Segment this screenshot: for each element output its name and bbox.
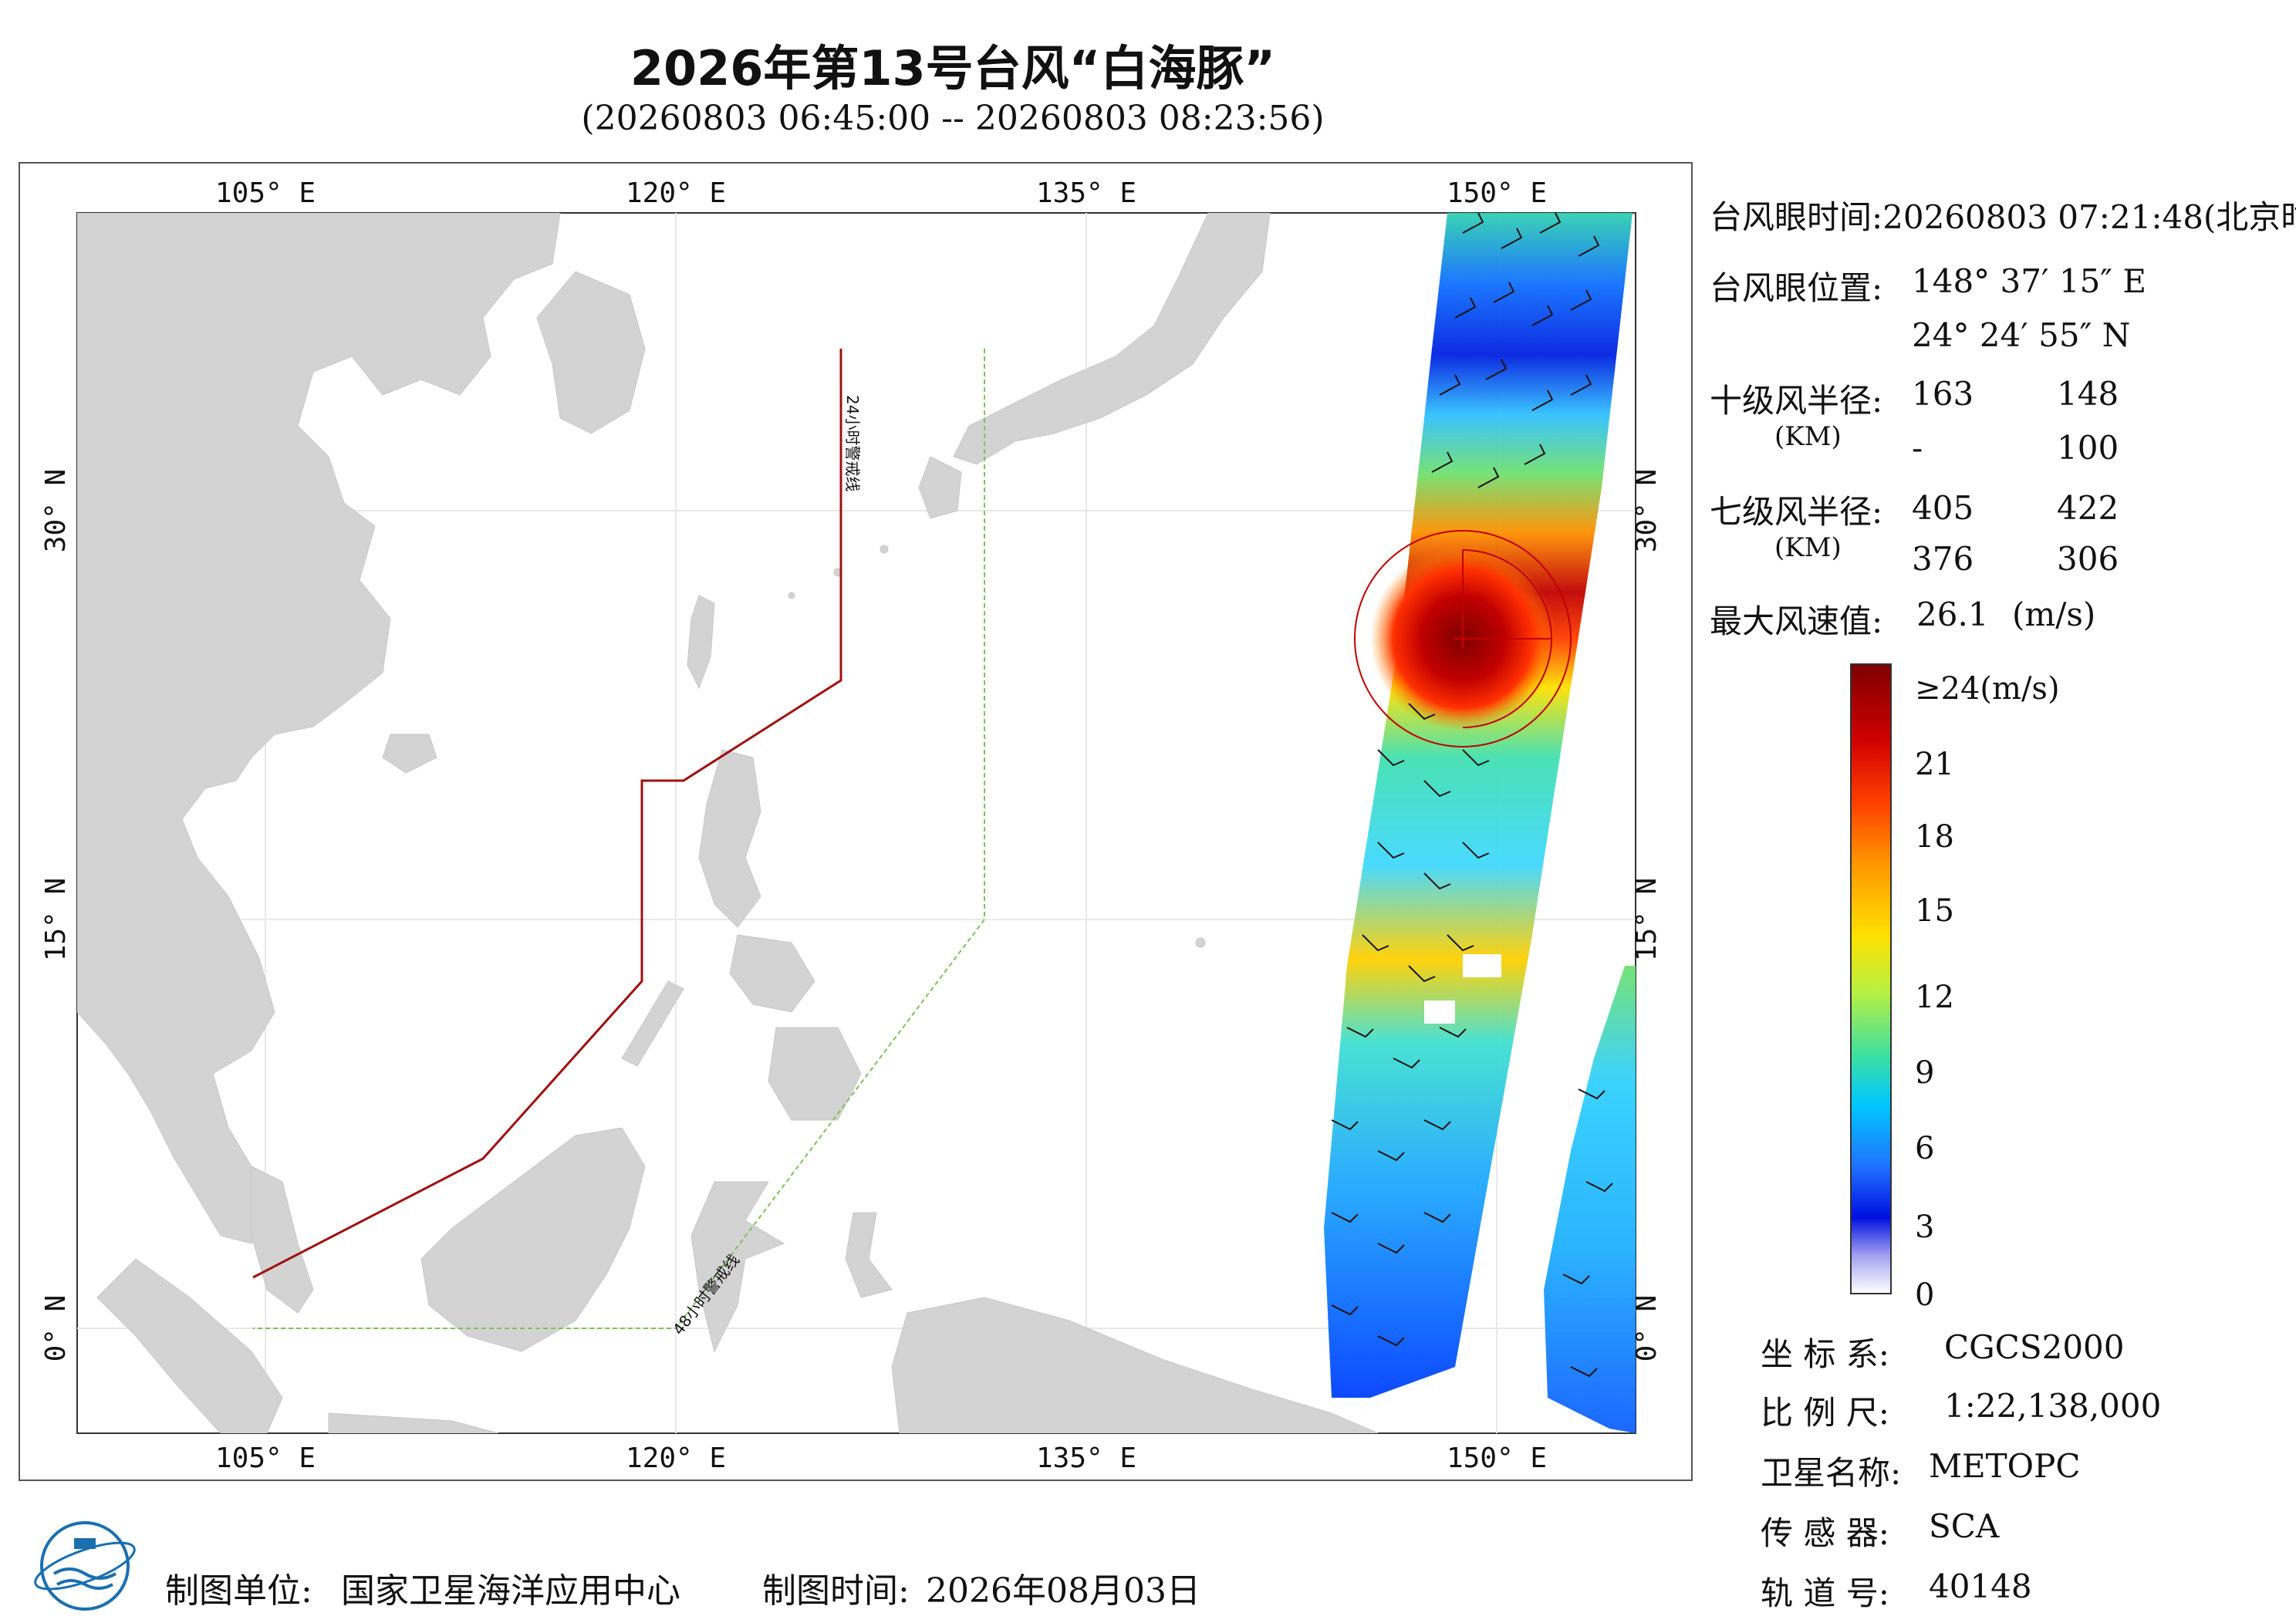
land-kyushu (918, 456, 962, 519)
land-luzon (698, 749, 761, 928)
map-frame: 105° E 120° E 135° E 150° E 105° E 120° … (19, 162, 1693, 1481)
eye-time-row: 台风眼时间:20260803 07:21:48(北京时) (1710, 191, 2296, 238)
eye-longitude: 148° 37′ 15″ E (1912, 262, 2146, 300)
lat-tick-right: 30° N (1631, 469, 1663, 552)
wind-swath-secondary (1544, 966, 1636, 1433)
warning-line-48h (253, 349, 985, 1329)
r10-nw: 100 (2057, 429, 2119, 467)
map-title: 2026年第13号台风“白海豚” (630, 40, 1276, 96)
eye-time-value: 20260803 07:21:48(北京时) (1882, 198, 2296, 236)
nsoas-logo-icon (34, 1521, 136, 1611)
producer-value: 国家卫星海洋应用中心 (341, 1571, 680, 1611)
eye-position-label: 台风眼位置: (1710, 269, 1883, 307)
r10-sw: - (1912, 429, 1923, 467)
land-halmahera (845, 1212, 893, 1298)
scale-label: 比 例 尺: (1761, 1394, 1889, 1432)
r10-label: 十级风半径: (1710, 382, 1883, 420)
r10-ne: 163 (1912, 375, 1974, 413)
land-mindanao (768, 1027, 862, 1121)
lon-tick-top: 120° E (626, 177, 726, 209)
land-ryukyu-1 (880, 545, 889, 554)
land-malay-peninsula (251, 1166, 314, 1314)
r7-nw: 306 (2057, 540, 2119, 578)
land-ryukyu-3 (788, 592, 795, 599)
typhoon-wind-radius (1354, 530, 1572, 747)
lat-tick-right: 15° N (1631, 878, 1663, 961)
colorbar-tick: 9 (1915, 1055, 1935, 1091)
producer-label: 制图单位: (165, 1571, 312, 1611)
land-borneo (420, 1127, 646, 1352)
warning-line-24h (252, 349, 842, 1279)
land-sulawesi (690, 1181, 785, 1353)
colorbar-tick: 21 (1915, 747, 1954, 782)
land-taiwan (687, 595, 715, 690)
r7-ne: 405 (1912, 489, 1974, 527)
colorbar-top-label: ≥24(m/s) (1915, 671, 2060, 707)
wind-barbs (1331, 213, 1613, 1378)
land-palawan (621, 980, 684, 1067)
colorbar-tick: 18 (1915, 819, 1954, 855)
colorbar-tick: 6 (1915, 1131, 1935, 1166)
land-masses (77, 213, 1379, 1433)
orbit-value: 40148 (1929, 1567, 2032, 1605)
r7-se: 422 (2057, 489, 2119, 527)
satellite-value: METOPC (1929, 1447, 2081, 1485)
land-new-guinea (891, 1297, 1379, 1433)
land-hainan (382, 734, 437, 774)
typhoon-wind-map: 105° E 120° E 135° E 150° E 105° E 120° … (40, 177, 1663, 1474)
land-visayas (729, 934, 815, 1013)
eye-time-label: 台风眼时间: (1710, 198, 1883, 236)
wind-speed-colorbar (1850, 663, 1892, 1294)
satellite-label: 卫星名称: (1761, 1454, 1902, 1492)
r10-unit: (KM) (1774, 421, 1842, 452)
sensor-value: SCA (1929, 1507, 2000, 1545)
land-japan (953, 213, 1271, 465)
lon-tick-top: 105° E (215, 177, 316, 209)
r7-unit: (KM) (1774, 532, 1842, 563)
max-wind-unit: (m/s) (2012, 596, 2096, 633)
map-date-label: 制图时间: (762, 1571, 910, 1611)
colorbar-tick: 0 (1915, 1277, 1935, 1313)
eye-latitude: 24° 24′ 55″ N (1912, 316, 2131, 354)
r7-label: 七级风半径: (1710, 493, 1883, 531)
lon-tick-top: 135° E (1036, 177, 1136, 209)
colorbar-tick: 15 (1915, 893, 1954, 929)
crs-value: CGCS2000 (1944, 1328, 2125, 1366)
lon-tick-bottom: 135° E (1036, 1442, 1136, 1474)
land-guam (1195, 937, 1206, 948)
lat-tick-right: 0° N (1631, 1295, 1663, 1362)
r10-se: 148 (2057, 375, 2119, 413)
warning-line-24h-label: 24小时警戒线 (843, 395, 862, 491)
lat-tick-left: 30° N (40, 469, 72, 552)
lon-tick-bottom: 150° E (1447, 1442, 1547, 1474)
colorbar-tick: 3 (1915, 1210, 1935, 1245)
lon-tick-bottom: 120° E (626, 1442, 726, 1474)
lat-tick-left: 15° N (40, 878, 72, 961)
time-range-subtitle: (20260803 06:45:00 -- 20260803 08:23:56) (581, 99, 1325, 138)
max-wind-value: 26.1 (1916, 596, 1989, 633)
land-korea (536, 271, 646, 434)
colorbar-tick: 12 (1915, 980, 1954, 1015)
lon-tick-bottom: 105° E (215, 1442, 316, 1474)
crs-label: 坐 标 系: (1761, 1335, 1889, 1373)
map-date-value: 2026年08月03日 (926, 1571, 1200, 1611)
sensor-label: 传 感 器: (1761, 1514, 1889, 1552)
r7-sw: 376 (1912, 540, 1974, 578)
land-sumatra (96, 1258, 283, 1433)
scale-value: 1:22,138,000 (1944, 1387, 2162, 1425)
land-java (328, 1412, 499, 1433)
lon-tick-top: 150° E (1447, 177, 1547, 209)
land-asia-mainland (77, 213, 561, 1244)
orbit-label: 轨 道 号: (1761, 1574, 1889, 1612)
lat-tick-left: 0° N (40, 1295, 72, 1362)
typhoon-eye-marker (1454, 629, 1472, 648)
max-wind-label: 最大风速值: (1710, 602, 1883, 640)
